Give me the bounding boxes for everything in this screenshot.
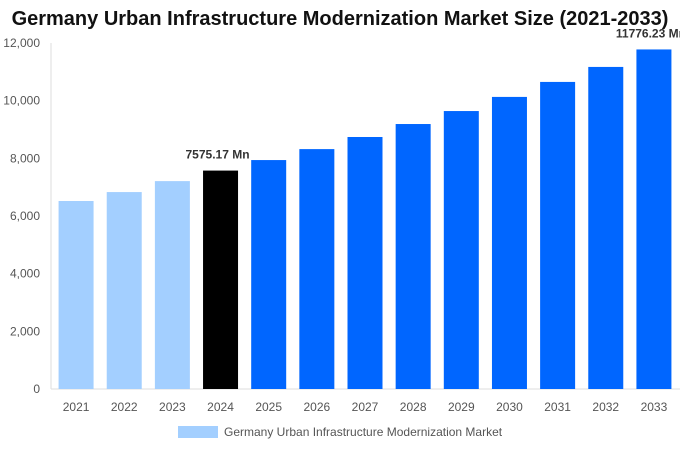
bar-2031 [540,81,576,390]
y-tick-label: 0 [33,382,40,396]
x-tick-label: 2023 [159,400,186,414]
y-tick-label: 2,000 [10,324,40,338]
legend-swatch [178,426,218,438]
x-tick-label: 2033 [641,400,668,414]
data-label: 7575.17 Mn [186,148,250,162]
x-tick-label: 2032 [592,400,619,414]
bar-2024 [203,170,239,389]
bar-2021 [58,201,94,389]
bar-2025 [251,160,287,389]
bar-2028 [395,124,431,389]
x-tick-label: 2029 [448,400,475,414]
legend-label: Germany Urban Infrastructure Modernizati… [224,425,503,439]
legend: Germany Urban Infrastructure Modernizati… [178,425,502,439]
bar-2023 [154,181,190,389]
x-tick-label: 2030 [496,400,523,414]
x-tick-label: 2022 [111,400,138,414]
x-tick-label: 2024 [207,400,234,414]
bar-2032 [588,66,624,389]
x-tick-label: 2027 [352,400,379,414]
y-tick-label: 4,000 [10,267,40,281]
y-tick-label: 10,000 [3,94,40,108]
x-tick-label: 2031 [544,400,571,414]
bar-2033 [636,49,672,390]
data-label: 11776.23 Mn [616,26,680,40]
x-tick-label: 2021 [63,400,90,414]
bar-2029 [443,111,479,390]
bar-2022 [106,192,142,389]
x-tick-label: 2026 [303,400,330,414]
bar-2030 [491,96,527,389]
chart-title: Germany Urban Infrastructure Modernizati… [11,8,669,30]
bar-2027 [347,136,383,389]
y-tick-label: 6,000 [10,209,40,223]
x-tick-label: 2025 [255,400,282,414]
y-tick-label: 12,000 [3,36,40,50]
y-tick-label: 8,000 [10,151,40,165]
x-tick-label: 2028 [400,400,427,414]
bar-2026 [299,149,335,389]
